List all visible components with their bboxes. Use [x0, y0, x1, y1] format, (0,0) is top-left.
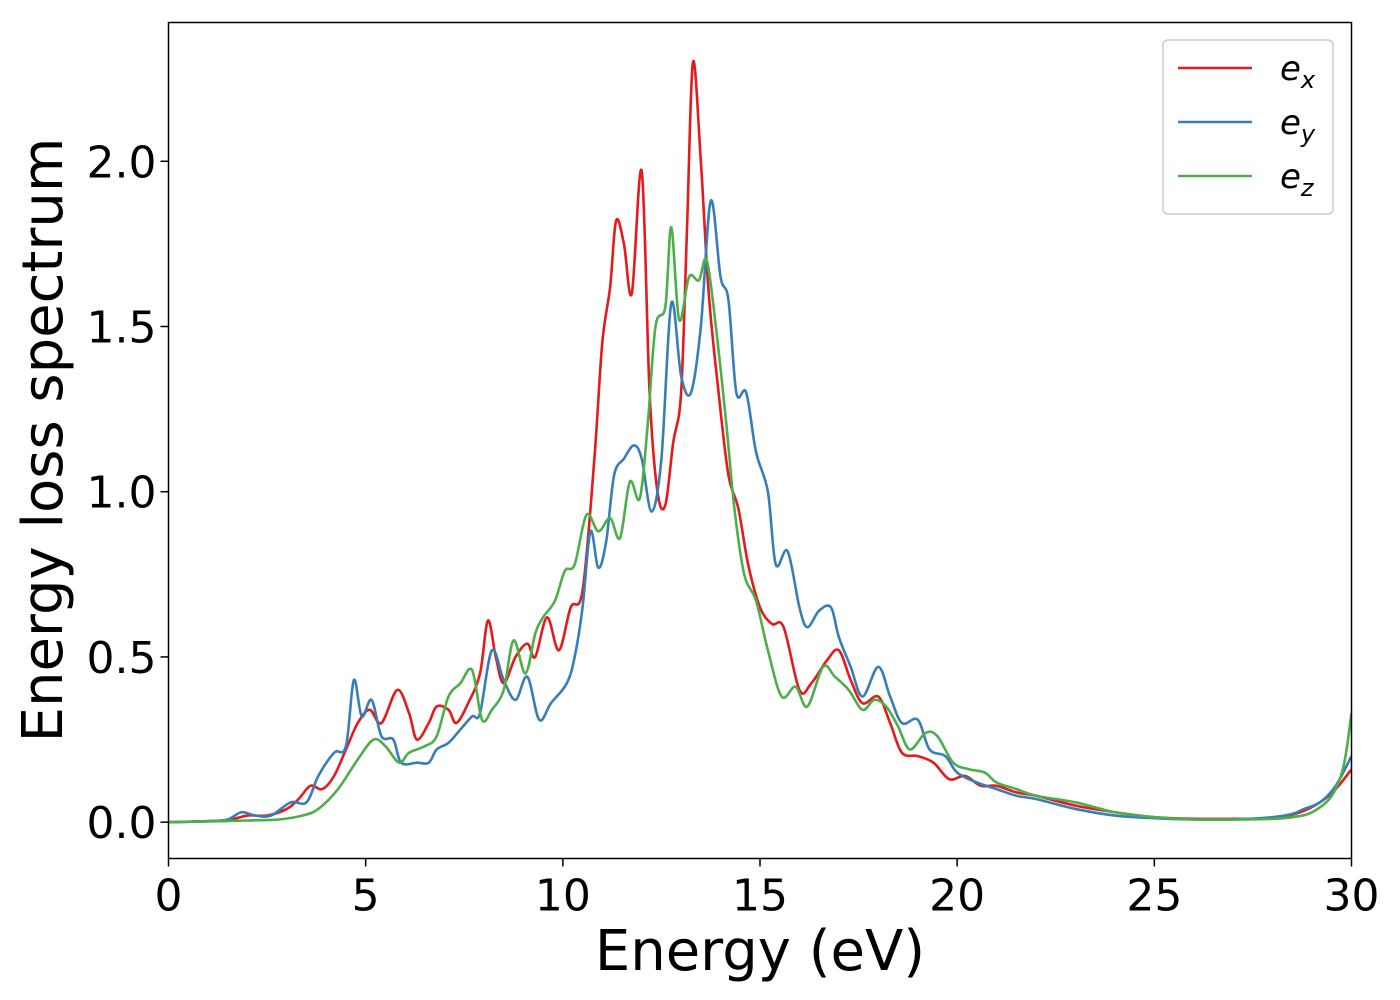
x-tick-label: 30 — [1324, 871, 1380, 922]
series-line-z — [168, 226, 1352, 824]
series-group — [168, 59, 1352, 824]
x-tick-label: 15 — [732, 871, 788, 922]
x-tick-label: 5 — [352, 871, 380, 922]
y-tick-label: 1.0 — [87, 468, 157, 519]
y-tick-label: 2.0 — [87, 137, 157, 188]
legend-item-x: ex — [1178, 49, 1316, 94]
x-axis: 0 5 10 15 20 25 30 — [155, 858, 1380, 922]
x-axis-label: Energy (eV) — [595, 919, 925, 984]
y-axis-label: Energy loss spectrum — [11, 138, 76, 743]
legend-label: ey — [1280, 103, 1316, 148]
y-tick-label: 0.0 — [87, 798, 157, 849]
legend-item-y: ey — [1178, 103, 1316, 148]
x-tick-label: 10 — [535, 871, 591, 922]
x-tick-label: 20 — [929, 871, 985, 922]
y-tick-label: 0.5 — [87, 633, 157, 684]
x-tick-label: 25 — [1126, 871, 1182, 922]
legend-label: ex — [1280, 49, 1316, 94]
y-tick-label: 1.5 — [87, 303, 157, 354]
legend-box — [1162, 39, 1334, 215]
y-axis: 0.0 0.5 1.0 1.5 2.0 — [87, 137, 169, 849]
series-line-y — [168, 199, 1352, 824]
x-tick-label: 0 — [155, 871, 183, 922]
